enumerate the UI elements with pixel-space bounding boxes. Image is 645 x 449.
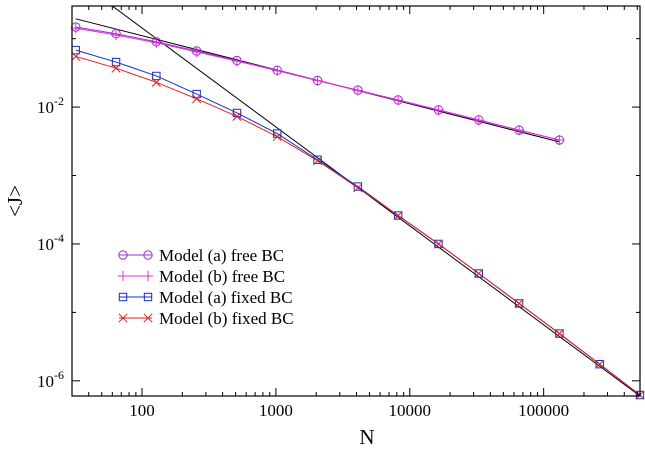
- data-point: [313, 156, 323, 166]
- legend-swatch-marker: [118, 292, 128, 302]
- y-tick-label: 10-6: [37, 368, 64, 391]
- data-point: [313, 155, 322, 164]
- data-point: [312, 75, 323, 86]
- data-point: [393, 211, 403, 220]
- data-point: [555, 329, 564, 338]
- x-tick-label: 10000: [389, 401, 432, 420]
- data-point: [192, 94, 202, 104]
- data-point: [433, 105, 444, 116]
- data-point: [554, 329, 564, 339]
- data-point: [353, 182, 363, 191]
- data-point: [554, 134, 565, 146]
- data-point: [595, 359, 605, 369]
- data-point: [152, 71, 161, 81]
- y-axis-title: <J>: [3, 185, 27, 217]
- axis-tick-labels: 100 1000 10000 100000 10-2 10-4 10-6: [37, 94, 569, 420]
- series-line-4: [75, 55, 640, 396]
- data-point: [192, 89, 201, 99]
- legend-label: Model (a) fixed BC: [159, 288, 293, 307]
- data-point: [513, 124, 525, 136]
- legend-swatch-marker: [143, 313, 153, 323]
- legend-label: Model (b) fixed BC: [159, 309, 294, 328]
- data-point: [71, 51, 81, 61]
- data-point: [272, 65, 283, 76]
- data-point: [231, 55, 243, 67]
- legend-label: Model (a) free BC: [159, 246, 284, 265]
- series-line-3: [75, 49, 640, 396]
- data-point: [393, 210, 403, 221]
- data-point: [111, 57, 121, 67]
- data-point: [473, 115, 484, 126]
- legend-entry: Model (a) free BC: [118, 246, 284, 265]
- plot-markers: [70, 22, 645, 400]
- x-tick-label: 100: [129, 401, 155, 420]
- data-point: [191, 46, 202, 58]
- legend-entry: Model (b) fixed BC: [118, 309, 294, 328]
- legend-entry: Model (a) fixed BC: [118, 288, 293, 307]
- legend: Model (a) free BC Model (b) free BC Model …: [117, 246, 294, 328]
- legend-swatch-marker: [143, 292, 153, 302]
- y-tick-label: 10-2: [37, 94, 64, 117]
- x-tick-label: 100000: [518, 401, 569, 420]
- data-point: [352, 85, 364, 96]
- data-point: [514, 298, 524, 309]
- data-point: [151, 37, 162, 48]
- x-axis-title: N: [359, 425, 374, 449]
- data-point: [353, 183, 363, 193]
- data-point: [110, 29, 122, 41]
- data-point: [434, 239, 443, 249]
- x-tick-label: 1000: [259, 401, 293, 420]
- plot-frame: [71, 5, 641, 397]
- legend-swatch-marker: [117, 270, 129, 282]
- legend-swatch-marker: [118, 313, 128, 323]
- data-point: [595, 359, 604, 369]
- data-point: [111, 63, 121, 73]
- data-point: [151, 77, 161, 87]
- legend-swatch-marker: [118, 250, 128, 260]
- axis-ticks: [71, 6, 640, 396]
- legend-entry: Model (b) free BC: [117, 267, 285, 286]
- data-point: [514, 299, 524, 308]
- data-point: [474, 269, 483, 278]
- data-point: [272, 132, 282, 142]
- data-point: [232, 111, 242, 121]
- legend-label: Model (b) free BC: [159, 267, 285, 286]
- data-point: [392, 95, 404, 106]
- data-point: [474, 268, 484, 279]
- legend-swatch-marker: [143, 250, 153, 260]
- legend-swatch-marker: [142, 270, 154, 282]
- data-point: [433, 239, 444, 249]
- y-tick-label: 10-4: [37, 231, 64, 254]
